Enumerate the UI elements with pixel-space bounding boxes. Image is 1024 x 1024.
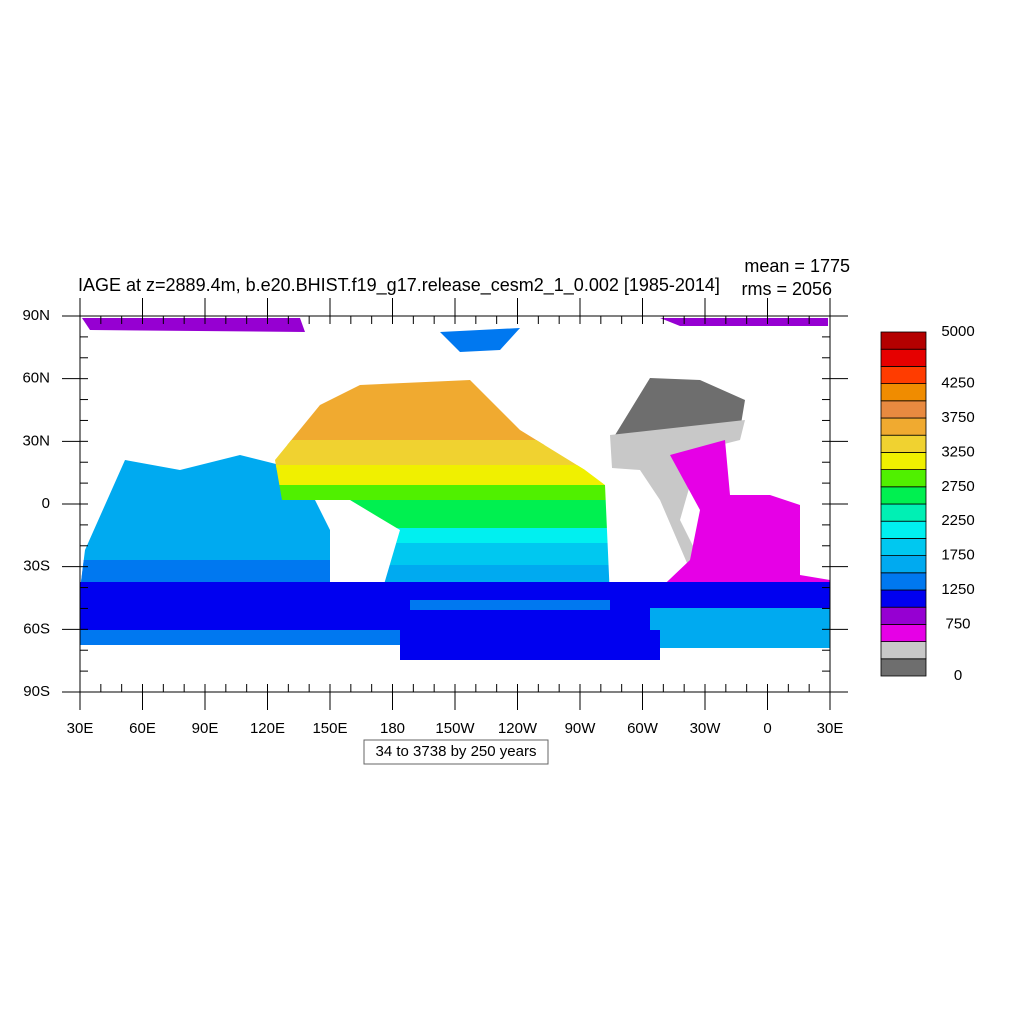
lon-tick-label: 150E xyxy=(312,720,347,737)
lon-tick-label: 180 xyxy=(380,720,405,737)
colorbar-box xyxy=(880,400,927,419)
lat-tick-label: 0 xyxy=(42,495,50,512)
colorbar-box xyxy=(880,589,927,608)
lon-tick-label: 90W xyxy=(565,720,597,737)
colorbar-box xyxy=(880,434,927,453)
atlantic-magenta xyxy=(650,440,830,600)
colorbar-box xyxy=(880,572,927,591)
colorbar-label: 2250 xyxy=(941,512,974,529)
colorbar-label: 750 xyxy=(945,615,970,632)
title: IAGE at z=2889.4m, b.e20.BHIST.f19_g17.r… xyxy=(78,275,720,296)
colorbar-box xyxy=(880,520,927,539)
lat-tick-label: 30N xyxy=(22,432,50,449)
lon-tick-label: 30W xyxy=(690,720,722,737)
colorbar-box xyxy=(880,365,927,384)
southern-ocean xyxy=(650,608,830,648)
lon-tick-label: 60W xyxy=(627,720,659,737)
lon-tick-label: 120W xyxy=(498,720,538,737)
colorbar-box xyxy=(880,417,927,436)
southern-ocean xyxy=(400,630,660,660)
colorbar-label: 1250 xyxy=(941,581,974,598)
arctic xyxy=(440,328,520,352)
colorbar-box xyxy=(880,658,927,677)
colorbar-box xyxy=(880,331,927,350)
lat-tick-label: 60S xyxy=(23,620,50,637)
lon-tick-label: 90E xyxy=(192,720,219,737)
colorbar-box xyxy=(880,383,927,402)
rms-label: rms = 2056 xyxy=(741,279,832,299)
atlantic-gray xyxy=(610,420,745,570)
map-fill xyxy=(80,318,830,660)
lat-tick-label: 60N xyxy=(22,370,50,387)
lon-tick-label: 0 xyxy=(763,720,771,737)
colorbar-box xyxy=(880,486,927,505)
colorbar-box xyxy=(880,624,927,643)
mean-label: mean = 1775 xyxy=(744,256,850,276)
lat-tick-label: 90N xyxy=(22,307,50,324)
colorbar-box xyxy=(880,503,927,522)
colorbar-label: 2750 xyxy=(941,478,974,495)
info-box xyxy=(363,739,549,765)
colorbar-label: 1750 xyxy=(941,547,974,564)
colorbar-label: 3750 xyxy=(941,409,974,426)
colorbar-box xyxy=(880,555,927,574)
colorbar-box xyxy=(880,606,927,625)
colorbar-box xyxy=(880,538,927,557)
colorbar-box xyxy=(880,641,927,660)
lon-tick-label: 120E xyxy=(250,720,285,737)
colorbar-label: 5000 xyxy=(941,323,974,340)
colorbar-box xyxy=(880,348,927,367)
colorbar-label: 3250 xyxy=(941,443,974,460)
colorbar-label: 0 xyxy=(954,667,962,684)
lon-tick-label: 60E xyxy=(129,720,156,737)
lat-tick-label: 90S xyxy=(23,683,50,700)
southern-ocean xyxy=(80,630,410,645)
arctic xyxy=(660,318,828,326)
southern-ocean xyxy=(410,600,610,610)
lon-tick-label: 150W xyxy=(435,720,475,737)
colorbar-box xyxy=(880,469,927,488)
colorbar-label: 4250 xyxy=(941,375,974,392)
lon-tick-label: 30E xyxy=(67,720,94,737)
lat-tick-label: 30S xyxy=(23,558,50,575)
colorbar-box xyxy=(880,451,927,470)
lon-tick-label: 30E xyxy=(817,720,844,737)
info-text: 34 to 3738 by 250 years xyxy=(376,743,537,760)
arctic xyxy=(82,318,305,332)
